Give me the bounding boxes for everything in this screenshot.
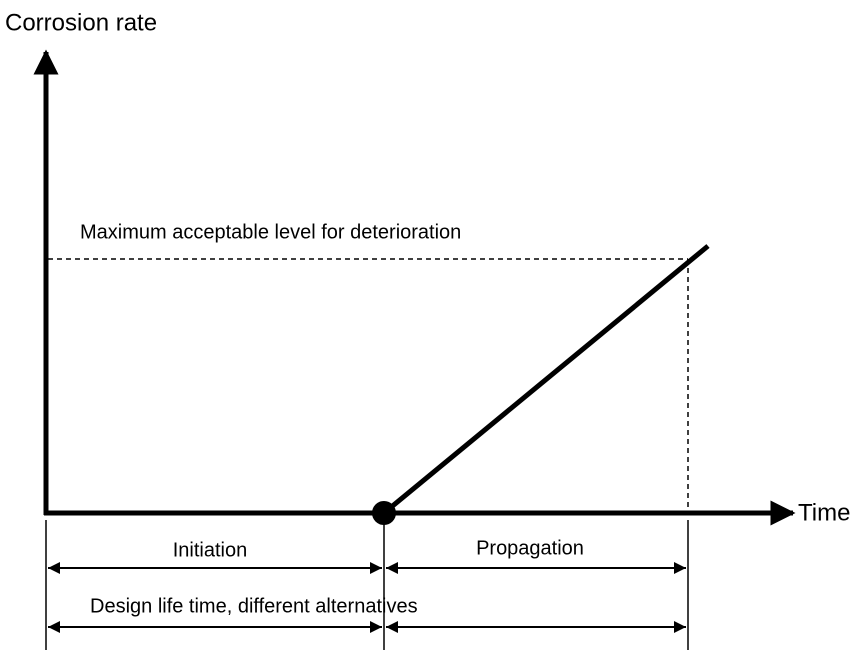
y-axis-label: Corrosion rate bbox=[5, 9, 157, 36]
design-life-label: Design life time, different alternatives bbox=[90, 595, 418, 617]
propagation-line bbox=[382, 244, 710, 515]
threshold-label: Maximum acceptable level for deteriorati… bbox=[80, 221, 461, 243]
phase-label: Propagation bbox=[476, 537, 584, 559]
phase-label: Initiation bbox=[173, 539, 248, 561]
x-axis-label: Time bbox=[798, 499, 850, 526]
initiation-point bbox=[372, 501, 396, 525]
